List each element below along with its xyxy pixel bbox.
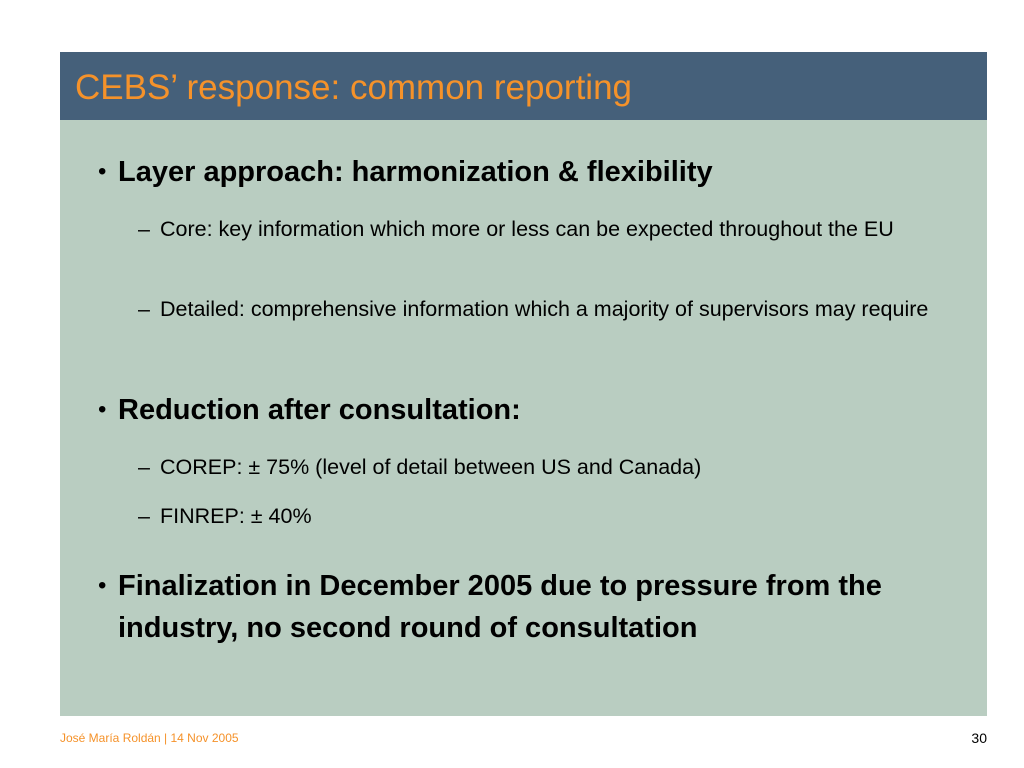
bullet-reduction: • Reduction after consultation: bbox=[98, 389, 958, 431]
sub-bullet-marker: – bbox=[138, 504, 150, 528]
slide-title: CEBS’ response: common reporting bbox=[75, 68, 633, 107]
sub-bullet-core: – Core: key information which more or le… bbox=[138, 214, 968, 244]
sub-bullet-marker: – bbox=[138, 297, 150, 321]
bullet-finalization: • Finalization in December 2005 due to p… bbox=[98, 565, 968, 649]
sub-bullet-corep: – COREP: ± 75% (level of detail between … bbox=[138, 452, 968, 482]
page-number: 30 bbox=[971, 730, 987, 746]
bullet-text: Reduction after consultation: bbox=[118, 394, 521, 426]
bullet-layer-approach: • Layer approach: harmonization & flexib… bbox=[98, 151, 958, 193]
sub-bullet-finrep: – FINREP: ± 40% bbox=[138, 501, 968, 531]
sub-bullet-marker: – bbox=[138, 217, 150, 241]
sub-bullet-text: Detailed: comprehensive information whic… bbox=[160, 297, 929, 321]
sub-bullet-marker: – bbox=[138, 455, 150, 479]
slide-header: CEBS’ response: common reporting bbox=[60, 52, 987, 120]
slide-body: • Layer approach: harmonization & flexib… bbox=[60, 120, 987, 716]
bullet-text: Layer approach: harmonization & flexibil… bbox=[118, 156, 713, 188]
sub-bullet-text: Core: key information which more or less… bbox=[160, 217, 894, 241]
bullet-text: Finalization in December 2005 due to pre… bbox=[118, 570, 882, 644]
bullet-marker: • bbox=[98, 158, 107, 185]
sub-bullet-detailed: – Detailed: comprehensive information wh… bbox=[138, 294, 968, 324]
bullet-marker: • bbox=[98, 572, 107, 599]
footer-author-date: José María Roldán | 14 Nov 2005 bbox=[60, 731, 239, 745]
sub-bullet-text: FINREP: ± 40% bbox=[160, 504, 312, 528]
sub-bullet-text: COREP: ± 75% (level of detail between US… bbox=[160, 455, 702, 479]
bullet-marker: • bbox=[98, 396, 107, 423]
